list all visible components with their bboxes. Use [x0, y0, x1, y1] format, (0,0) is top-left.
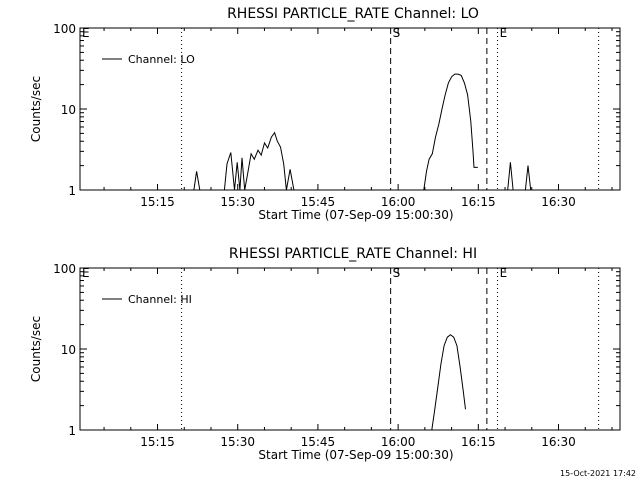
data-line-0-2 [507, 162, 532, 191]
chart-title-0: RHESSI PARTICLE_RATE Channel: LO [227, 6, 479, 22]
data-line-0-0 [193, 131, 295, 191]
x-tick-label: 15:30 [220, 195, 255, 209]
x-tick-label: 16:30 [541, 195, 576, 209]
y-tick-label: 10 [61, 103, 76, 117]
footer-timestamp: 15-Oct-2021 17:42 [560, 469, 636, 478]
x-tick-label: 15:45 [301, 435, 336, 449]
legend-label-0: Channel: LO [128, 53, 195, 66]
x-tick-label: 16:15 [461, 435, 496, 449]
x-tick-label: 16:00 [381, 435, 416, 449]
x-tick-label: 15:15 [140, 195, 175, 209]
marker-label: E [500, 26, 508, 40]
x-tick-label: 15:30 [220, 435, 255, 449]
x-tick-label: 16:15 [461, 195, 496, 209]
x-tick-label: 15:45 [301, 195, 336, 209]
marker-label: S [393, 26, 401, 40]
data-line-1-0 [431, 334, 466, 431]
x-tick-label: 16:00 [381, 195, 416, 209]
x-axis-label-1: Start Time (07-Sep-09 15:00:30) [258, 448, 453, 462]
legend-label-1: Channel: HI [128, 293, 192, 306]
y-tick-label: 1 [68, 184, 76, 198]
x-tick-label: 16:30 [541, 435, 576, 449]
data-line-0-1 [423, 73, 478, 191]
y-axis-label-0: Counts/sec [29, 76, 43, 142]
y-tick-label: 10 [61, 343, 76, 357]
marker-label: E [82, 266, 90, 280]
y-tick-label: 100 [53, 22, 76, 36]
x-axis-label-0: Start Time (07-Sep-09 15:00:30) [258, 208, 453, 222]
x-tick-label: 15:15 [140, 435, 175, 449]
marker-label: E [82, 26, 90, 40]
y-tick-label: 1 [68, 424, 76, 438]
marker-label: E [500, 266, 508, 280]
y-axis-label-1: Counts/sec [29, 316, 43, 382]
marker-label: S [393, 266, 401, 280]
chart-title-1: RHESSI PARTICLE_RATE Channel: HI [229, 246, 477, 262]
y-tick-label: 100 [53, 262, 76, 276]
